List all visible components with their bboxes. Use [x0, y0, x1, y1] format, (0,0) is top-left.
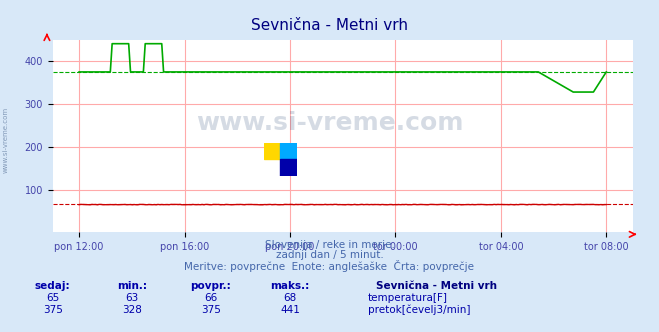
- Text: 66: 66: [204, 293, 217, 303]
- Text: povpr.:: povpr.:: [190, 281, 231, 290]
- Text: 375: 375: [43, 305, 63, 315]
- Text: Meritve: povprečne  Enote: anglešaške  Črta: povprečje: Meritve: povprečne Enote: anglešaške Črt…: [185, 260, 474, 272]
- Text: 328: 328: [122, 305, 142, 315]
- Text: temperatura[F]: temperatura[F]: [368, 293, 447, 303]
- Text: www.si-vreme.com: www.si-vreme.com: [2, 106, 9, 173]
- Text: 375: 375: [201, 305, 221, 315]
- Text: Sevnična - Metni vrh: Sevnična - Metni vrh: [251, 18, 408, 33]
- Bar: [280, 159, 297, 176]
- Text: maks.:: maks.:: [270, 281, 310, 290]
- Text: 65: 65: [46, 293, 59, 303]
- Bar: [280, 143, 297, 159]
- Text: Sevnična - Metni vrh: Sevnična - Metni vrh: [376, 281, 497, 290]
- Text: www.si-vreme.com: www.si-vreme.com: [196, 111, 463, 135]
- Text: Slovenija / reke in morje.: Slovenija / reke in morje.: [264, 240, 395, 250]
- Text: sedaj:: sedaj:: [35, 281, 71, 290]
- Text: min.:: min.:: [117, 281, 147, 290]
- Text: zadnji dan / 5 minut.: zadnji dan / 5 minut.: [275, 250, 384, 260]
- Text: pretok[čevelj3/min]: pretok[čevelj3/min]: [368, 305, 471, 315]
- Text: 441: 441: [280, 305, 300, 315]
- Text: 63: 63: [125, 293, 138, 303]
- Bar: [264, 143, 280, 159]
- Text: 68: 68: [283, 293, 297, 303]
